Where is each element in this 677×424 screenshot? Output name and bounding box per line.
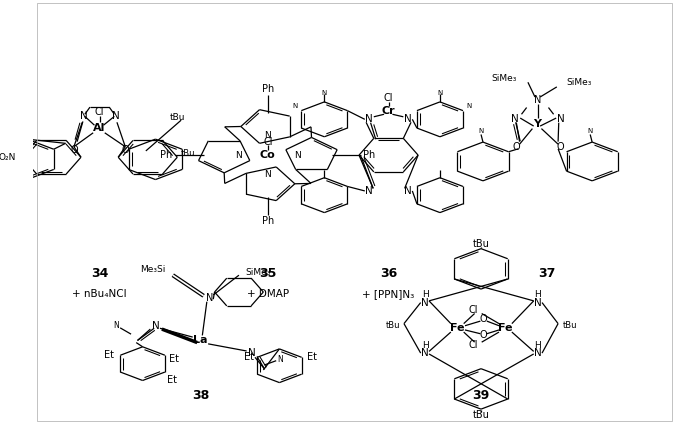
Text: Co: Co xyxy=(260,150,276,160)
Text: SiMe₃: SiMe₃ xyxy=(567,78,592,87)
Text: Ph: Ph xyxy=(160,150,173,160)
Text: O: O xyxy=(479,330,487,340)
Text: Y: Y xyxy=(533,119,542,128)
Text: N: N xyxy=(113,321,118,330)
Text: N: N xyxy=(277,354,283,363)
Text: Ph: Ph xyxy=(262,84,274,95)
Text: N: N xyxy=(294,151,301,159)
Text: N: N xyxy=(588,128,593,134)
Text: N: N xyxy=(265,170,271,179)
Text: N: N xyxy=(235,151,242,159)
Text: N: N xyxy=(248,348,256,358)
Text: tBu: tBu xyxy=(386,321,400,330)
Text: N: N xyxy=(292,103,297,109)
Text: N: N xyxy=(322,89,327,96)
Text: Ph: Ph xyxy=(363,150,376,160)
Text: Cl: Cl xyxy=(468,340,478,350)
Text: N: N xyxy=(533,298,542,307)
Text: Ph: Ph xyxy=(262,216,274,226)
Text: Et: Et xyxy=(307,352,317,363)
Text: + nBu₄NCl: + nBu₄NCl xyxy=(72,289,127,299)
Text: Fe: Fe xyxy=(450,323,464,333)
Text: tBu: tBu xyxy=(473,410,489,421)
Text: tBu: tBu xyxy=(473,239,489,248)
Text: 35: 35 xyxy=(259,267,276,279)
Text: O: O xyxy=(512,142,520,152)
Text: Et: Et xyxy=(167,376,177,385)
Text: + DMAP: + DMAP xyxy=(247,289,289,299)
Text: N: N xyxy=(265,131,271,140)
Text: 39: 39 xyxy=(473,389,489,402)
Text: SiMe₃: SiMe₃ xyxy=(491,73,517,83)
Text: Cl: Cl xyxy=(468,305,478,315)
Text: N: N xyxy=(366,114,373,124)
Text: tBu: tBu xyxy=(563,321,577,330)
Text: N: N xyxy=(80,112,87,121)
Text: H: H xyxy=(422,290,429,299)
Text: N: N xyxy=(112,112,120,121)
Text: N: N xyxy=(556,114,565,124)
Text: Et: Et xyxy=(169,354,179,364)
Text: Cl: Cl xyxy=(95,107,104,117)
Text: 34: 34 xyxy=(91,267,108,279)
Text: Cl: Cl xyxy=(384,93,393,103)
Text: H: H xyxy=(534,341,541,350)
Text: tBu: tBu xyxy=(170,113,185,122)
Text: N: N xyxy=(466,103,472,109)
Text: N: N xyxy=(421,298,429,307)
Text: H: H xyxy=(422,341,429,350)
Text: O₂N: O₂N xyxy=(0,153,16,162)
Text: N: N xyxy=(152,321,159,331)
Text: 38: 38 xyxy=(192,389,209,402)
Text: La: La xyxy=(193,335,208,346)
Text: N: N xyxy=(366,186,373,196)
Text: Cl: Cl xyxy=(263,137,273,147)
Text: N: N xyxy=(437,89,443,96)
Text: O: O xyxy=(70,145,78,155)
Text: N: N xyxy=(404,114,412,124)
Text: N: N xyxy=(534,95,541,106)
Text: Cr: Cr xyxy=(382,106,395,116)
Text: N: N xyxy=(404,186,412,196)
Text: 36: 36 xyxy=(380,267,397,279)
Text: N: N xyxy=(533,348,542,358)
Text: Et: Et xyxy=(244,352,254,363)
Text: Al: Al xyxy=(93,123,106,133)
Text: tBu: tBu xyxy=(181,148,195,158)
Text: Me₃Si: Me₃Si xyxy=(139,265,165,274)
Text: N: N xyxy=(206,293,214,303)
Text: N: N xyxy=(510,114,519,124)
Text: N: N xyxy=(421,348,429,358)
Text: Et: Et xyxy=(104,350,114,360)
Text: + [PPN]N₃: + [PPN]N₃ xyxy=(362,289,415,299)
Text: SiMe₃: SiMe₃ xyxy=(245,268,271,277)
Text: N: N xyxy=(479,128,483,134)
Text: Fe: Fe xyxy=(498,323,512,333)
Text: O: O xyxy=(121,145,129,155)
Text: H: H xyxy=(534,290,541,299)
Text: 37: 37 xyxy=(538,267,556,279)
Text: O: O xyxy=(479,315,487,324)
Text: O: O xyxy=(556,142,564,152)
